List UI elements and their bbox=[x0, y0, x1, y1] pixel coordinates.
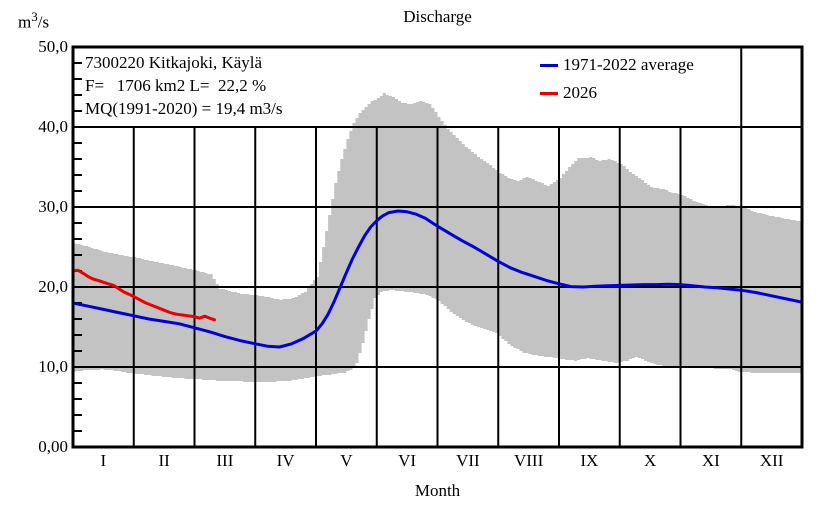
y-tick-label: 50,0 bbox=[38, 37, 68, 56]
unit-base: m bbox=[18, 12, 32, 32]
x-tick-label: VIII bbox=[513, 451, 544, 470]
x-tick-label: X bbox=[643, 451, 657, 470]
y-tick-label: 40,0 bbox=[38, 117, 68, 136]
x-tick-label: VII bbox=[456, 451, 480, 470]
x-tick-label: XII bbox=[759, 451, 784, 470]
station-info-box: 7300220 Kitkajoki, Käylä F= 1706 km2 L= … bbox=[85, 51, 283, 120]
forecast-2026-line bbox=[71, 268, 216, 322]
x-tick-label: V bbox=[340, 451, 353, 470]
legend-item-average: 1971-2022 average bbox=[540, 52, 694, 78]
average-line-swatch bbox=[540, 63, 558, 67]
legend-item-2026: 2026 bbox=[540, 80, 597, 106]
y-axis-unit-label: m3/s bbox=[18, 9, 49, 33]
y-tick-label: 0,00 bbox=[38, 437, 68, 456]
y-tick-label: 20,0 bbox=[38, 277, 68, 296]
legend-label-2026: 2026 bbox=[563, 83, 597, 102]
unit-exponent: 3 bbox=[31, 9, 38, 24]
average-line bbox=[71, 209, 804, 349]
mean-discharge-info: MQ(1991-2020) = 19,4 m3/s bbox=[85, 99, 283, 118]
catchment-info: F= 1706 km2 L= 22,2 % bbox=[85, 76, 267, 95]
chart-title: Discharge bbox=[403, 7, 472, 26]
x-tick-label: IX bbox=[580, 451, 599, 470]
legend-label-average: 1971-2022 average bbox=[563, 55, 694, 74]
y-tick-label: 30,0 bbox=[38, 197, 68, 216]
forecast-line-swatch bbox=[540, 91, 558, 95]
station-name: 7300220 Kitkajoki, Käylä bbox=[85, 53, 263, 72]
x-tick-label: I bbox=[100, 451, 107, 470]
x-axis-title: Month bbox=[414, 481, 461, 500]
x-tick-label: VI bbox=[398, 451, 417, 470]
x-tick-label: III bbox=[216, 451, 234, 470]
x-tick-label: IV bbox=[276, 451, 295, 470]
plot-frame bbox=[71, 45, 804, 449]
x-tick-label: XI bbox=[701, 451, 720, 470]
unit-rest: /s bbox=[37, 12, 50, 32]
y-tick-label: 10,0 bbox=[38, 357, 68, 376]
x-tick-label: II bbox=[158, 451, 170, 470]
